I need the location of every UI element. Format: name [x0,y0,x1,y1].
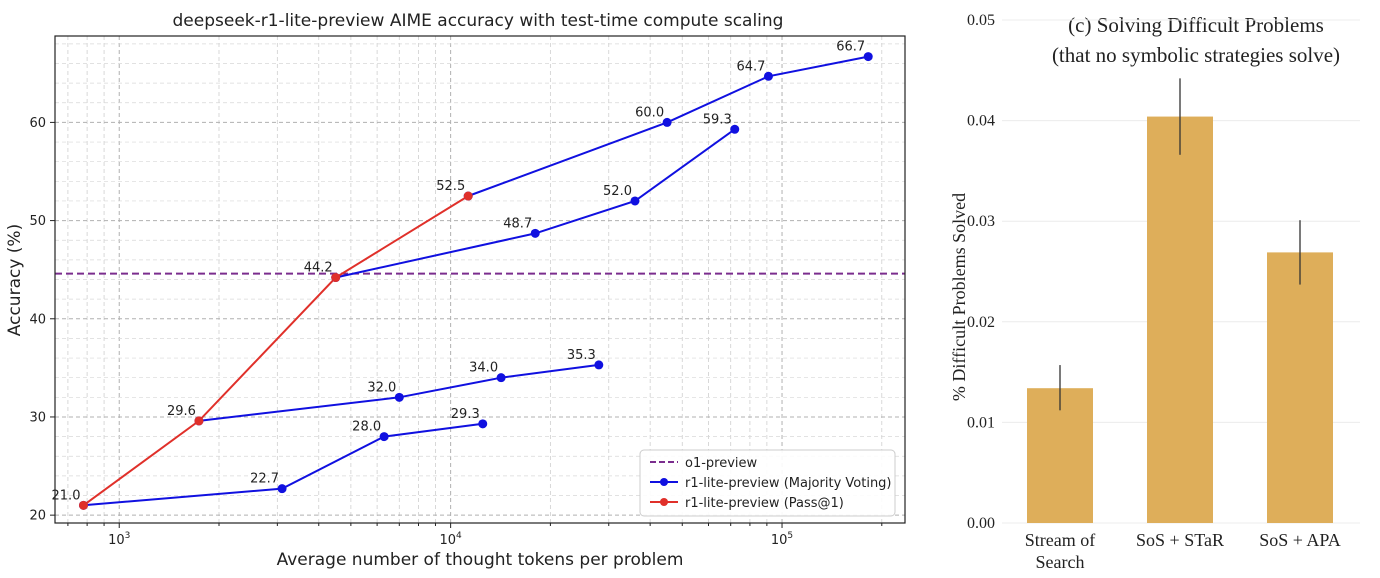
bar-y-tick-label: 0.05 [967,12,995,29]
data-point-0-3-1 [662,117,672,127]
data-point-0-0-2 [379,432,389,442]
x-tick-label: 104 [439,531,462,548]
bar-y-tick-label: 0.00 [967,515,995,532]
difficult-problems-bar-chart: (c) Solving Difficult Problems (that no … [949,12,1360,572]
y-tick-label: 20 [29,509,46,524]
point-label: 44.2 [304,261,333,276]
data-point-0-3-2 [763,71,773,81]
accuracy-chart-panel: deepseek-r1-lite-preview AIME accuracy w… [5,11,906,570]
point-label: 29.3 [451,407,480,422]
bar-y-tick-label: 0.03 [967,213,995,230]
bar-1 [1147,116,1213,524]
bar-chart-title: (c) Solving Difficult Problems [1068,13,1324,37]
data-point-0-1-2 [496,373,506,383]
data-point-0-2-1 [530,228,540,238]
bar-y-tick-label: 0.01 [967,414,995,431]
chart-title: deepseek-r1-lite-preview AIME accuracy w… [173,11,784,31]
point-label: 52.5 [436,179,465,194]
bar-category-label: Stream of [1025,530,1095,550]
bar-chart-subtitle: (that no symbolic strategies solve) [1052,43,1340,67]
legend: o1-preview r1-lite-preview (Majority Vot… [639,449,896,517]
data-point-0-1-1 [394,392,404,402]
data-point-0-0-1 [277,484,287,494]
data-point-1-0-0 [78,500,88,510]
y-tick-label: 40 [29,312,46,327]
point-label: 21.0 [52,488,81,503]
y-tick-label: 60 [29,116,46,131]
series-line-0-0 [83,422,483,507]
y-axis-label: Accuracy (%) [5,224,25,336]
data-point-1-0-1 [194,416,204,426]
point-label: 52.0 [603,184,632,199]
data-point-0-2-2 [630,196,640,206]
legend-label-pass-at-1: r1-lite-preview (Pass@1) [685,496,844,511]
point-label: 60.0 [635,105,664,120]
legend-marker-majority-voting [660,478,668,486]
difficult-problems-chart-panel: (c) Solving Difficult Problems (that no … [940,0,1380,573]
legend-label-majority-voting: r1-lite-preview (Majority Voting) [685,476,892,491]
series-line-1-0 [82,195,469,507]
point-label: 29.6 [167,404,196,419]
point-label: 59.3 [703,112,732,127]
bar-category-label: Search [1036,552,1085,572]
data-point-0-0-3 [478,419,488,429]
point-label: 22.7 [250,472,279,487]
bar-2 [1267,252,1333,524]
bar-y-tick-label: 0.02 [967,314,995,331]
series-line-0-3 [467,55,869,197]
bar-y-tick-label: 0.04 [967,113,995,130]
data-point-1-0-2 [331,273,341,283]
point-label: 34.0 [469,361,498,376]
point-label: 35.3 [567,348,596,363]
y-tick-label: 30 [29,410,46,425]
data-point-0-3-3 [863,52,873,62]
bar-y-axis-label: % Difficult Problems Solved [949,193,969,401]
series-line-0-1 [198,363,599,422]
point-label: 28.0 [352,420,381,435]
data-point-0-1-3 [594,360,604,370]
x-tick-label: 103 [108,531,130,548]
legend-box [639,449,896,517]
x-axis-label: Average number of thought tokens per pro… [277,550,684,570]
bar-0 [1027,388,1093,523]
bar-category-label: SoS + APA [1259,530,1341,550]
data-point-1-0-3 [463,191,473,201]
plot-frame [54,35,906,524]
point-label: 64.7 [737,59,766,74]
point-label: 32.0 [367,380,396,395]
point-label: 66.7 [836,40,865,55]
x-tick-label: 105 [771,531,793,548]
bar-category-label: SoS + STaR [1136,530,1224,550]
accuracy-line-chart: deepseek-r1-lite-preview AIME accuracy w… [5,11,906,570]
legend-marker-pass-at-1 [660,498,668,506]
y-tick-label: 50 [29,214,46,229]
legend-label-o1-preview: o1-preview [685,456,758,471]
point-label: 48.7 [503,216,532,231]
data-point-0-2-3 [730,124,740,134]
series-line-0-2 [335,128,736,279]
